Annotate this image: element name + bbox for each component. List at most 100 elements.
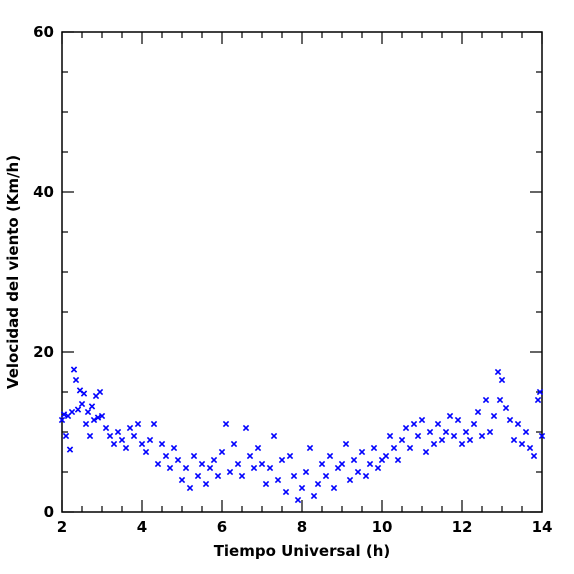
point <box>150 420 158 428</box>
point <box>446 412 454 420</box>
point <box>466 436 474 444</box>
point <box>330 484 338 492</box>
point <box>122 444 130 452</box>
point <box>270 432 278 440</box>
point <box>146 436 154 444</box>
point <box>266 464 274 472</box>
point <box>106 432 114 440</box>
point <box>80 390 88 397</box>
point <box>66 446 74 453</box>
point <box>450 432 458 440</box>
point <box>502 404 510 412</box>
point <box>126 424 134 432</box>
point <box>506 416 514 424</box>
point <box>58 416 66 424</box>
point <box>498 376 506 384</box>
point <box>538 432 546 440</box>
point <box>430 440 438 448</box>
point <box>386 432 394 440</box>
point <box>418 416 426 424</box>
point <box>166 464 174 472</box>
point <box>222 420 230 428</box>
point <box>442 428 450 436</box>
point <box>318 460 326 468</box>
point <box>354 468 362 476</box>
y-tick-label: 0 <box>44 503 54 521</box>
point <box>202 480 210 488</box>
point <box>182 464 190 472</box>
point <box>134 420 142 428</box>
point <box>190 452 198 460</box>
point <box>242 424 250 432</box>
point <box>470 420 478 428</box>
point <box>306 444 314 452</box>
point <box>258 460 266 468</box>
point <box>118 436 126 444</box>
point <box>278 456 286 464</box>
point <box>294 496 302 504</box>
point <box>114 428 122 436</box>
point <box>474 408 482 416</box>
x-tick-label: 2 <box>57 518 67 536</box>
point <box>322 472 330 480</box>
point <box>398 436 406 444</box>
point <box>314 480 322 488</box>
point <box>226 468 234 476</box>
point <box>70 366 78 373</box>
point <box>162 452 170 460</box>
point <box>530 452 538 460</box>
point <box>110 440 118 448</box>
point <box>410 420 418 428</box>
point <box>206 464 214 472</box>
point <box>370 444 378 452</box>
point <box>198 460 206 468</box>
y-tick-label: 40 <box>33 183 54 201</box>
point <box>158 440 166 448</box>
point <box>350 456 358 464</box>
point <box>84 408 92 416</box>
point <box>90 416 98 424</box>
point <box>262 480 270 488</box>
point <box>254 444 262 452</box>
point <box>98 412 106 420</box>
point <box>86 432 94 440</box>
point <box>454 416 462 424</box>
point <box>298 484 306 492</box>
x-tick-label: 6 <box>217 518 227 536</box>
point <box>486 428 494 436</box>
point <box>526 444 534 452</box>
point <box>362 472 370 480</box>
point <box>142 448 150 456</box>
point <box>282 488 290 496</box>
point <box>74 406 82 413</box>
point <box>102 424 110 432</box>
point <box>374 464 382 472</box>
x-tick-label: 10 <box>372 518 393 536</box>
point <box>342 440 350 448</box>
point <box>286 452 294 460</box>
point <box>62 432 70 440</box>
point <box>310 492 318 500</box>
point <box>178 476 186 484</box>
point <box>482 396 490 404</box>
point <box>238 472 246 480</box>
point <box>366 460 374 468</box>
point <box>496 396 504 404</box>
point <box>462 428 470 436</box>
point <box>138 440 146 448</box>
point <box>72 376 80 384</box>
y-axis-label: Velocidad del viento (Km/h) <box>4 155 22 389</box>
point <box>536 388 544 396</box>
point <box>186 484 194 492</box>
point <box>170 444 178 452</box>
point <box>214 472 222 480</box>
point <box>438 436 446 444</box>
point <box>402 424 410 432</box>
point <box>88 403 96 410</box>
point <box>494 368 502 376</box>
point <box>210 456 218 464</box>
point <box>518 440 526 448</box>
point <box>68 408 76 416</box>
point <box>434 420 442 428</box>
point <box>130 432 138 440</box>
